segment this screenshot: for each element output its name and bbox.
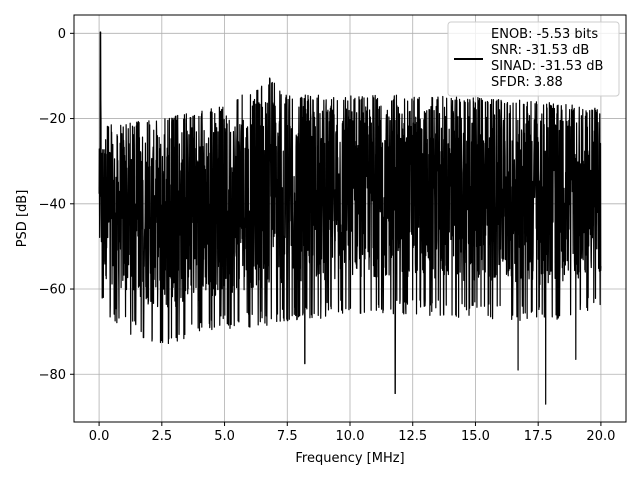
x-axis-label: Frequency [MHz] [295,451,404,466]
y-tick-label: 0 [58,27,66,42]
x-axis-ticks: 0.0 2.5 5.0 7.5 10.0 12.5 15.0 17.5 20.0 [89,422,615,444]
x-tick-label: 20.0 [586,429,615,444]
x-tick-label: 10.0 [336,429,365,444]
y-tick-label: −20 [39,112,66,127]
psd-series [98,31,602,405]
legend-sinad: SINAD: -31.53 dB [491,59,603,74]
legend-snr: SNR: -31.53 dB [491,43,589,58]
x-tick-label: 12.5 [398,429,427,444]
legend-sfdr: SFDR: 3.88 [491,75,563,90]
x-tick-label: 2.5 [151,429,172,444]
y-tick-label: −60 [39,283,66,298]
x-tick-label: 17.5 [524,429,553,444]
y-axis-ticks: 0 −20 −40 −60 −80 [39,27,74,383]
x-tick-label: 15.0 [461,429,490,444]
y-axis-label: PSD [dB] [15,190,30,248]
legend-enob: ENOB: -5.53 bits [491,27,598,42]
legend-box [447,21,620,97]
psd-trace [98,31,602,405]
y-tick-label: −80 [39,368,66,383]
x-tick-label: 0.0 [89,429,110,444]
x-tick-label: 5.0 [214,429,235,444]
x-tick-label: 7.5 [277,429,298,444]
y-tick-label: −40 [39,197,66,212]
legend: ENOB: -5.53 bits SNR: -31.53 dB SINAD: -… [447,21,620,97]
